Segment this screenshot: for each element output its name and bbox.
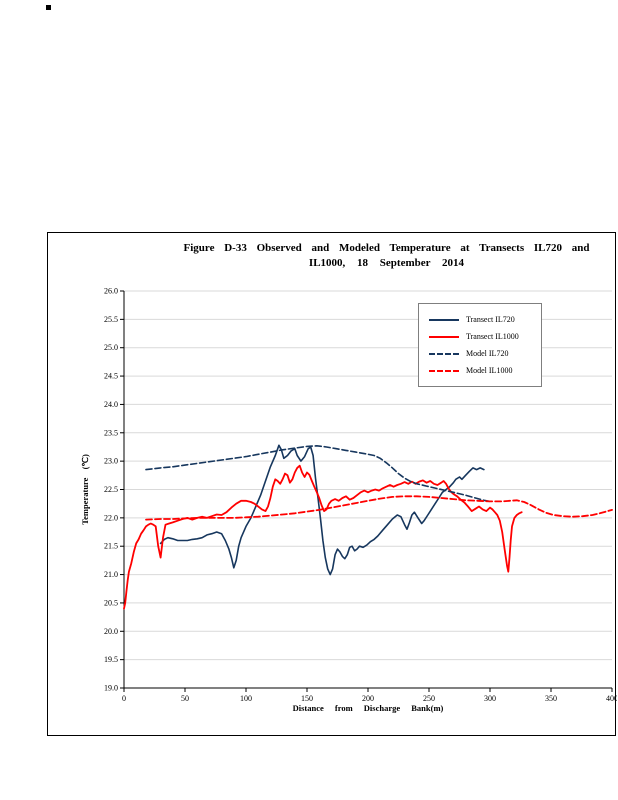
y-tick-label: 20.5 [104, 598, 118, 607]
chart-area: 19.0 19.5 20.0 20.5 21.0 21.5 22.0 22.5 23.0 23.5… [48, 233, 617, 737]
stray-mark [46, 5, 51, 10]
y-tick-label: 25.0 [104, 343, 118, 352]
legend-label: Model IL1000 [466, 366, 513, 375]
legend-item: Model IL720 [429, 345, 537, 362]
x-tick-label: 50 [181, 694, 189, 703]
y-tick-label: 23.0 [104, 457, 118, 466]
legend-label: Transect IL1000 [466, 332, 519, 341]
x-tick-label: 100 [240, 694, 252, 703]
y-axis-title-wrap: Temperature (℃) [76, 291, 94, 688]
legend-item: Model IL1000 [429, 362, 537, 379]
y-tick-label: 26.0 [104, 287, 118, 296]
legend-item: Transect IL1000 [429, 328, 537, 345]
figure-frame: Figure D-33 Observed and Modeled Tempera… [47, 232, 617, 737]
y-tick-label: 21.5 [104, 542, 118, 551]
y-tick-label: 25.5 [104, 315, 118, 324]
legend-line-sample [429, 369, 459, 372]
x-tick-label: 350 [545, 694, 557, 703]
y-tick-label: 23.5 [104, 428, 118, 437]
x-tick-label: 250 [423, 694, 435, 703]
x-tick-label: 200 [362, 694, 374, 703]
legend-item: Transect IL720 [429, 311, 537, 328]
legend-line-sample [429, 352, 459, 355]
x-tick-label: 300 [484, 694, 496, 703]
legend-label: Model IL720 [466, 349, 509, 358]
y-tick-label: 21.0 [104, 570, 118, 579]
x-tick-label: 150 [301, 694, 313, 703]
legend-line-sample [429, 335, 459, 338]
y-tick-label: 19.0 [104, 684, 118, 693]
y-tick-label: 20.0 [104, 627, 118, 636]
legend: Transect IL720 Transect IL1000 Model IL720… [418, 303, 542, 387]
series-line-solid [123, 464, 523, 610]
y-axis-title: Temperature (℃) [79, 454, 90, 525]
figure-title-line1: Figure D-33 Observed and Modeled Tempera… [183, 242, 590, 254]
series-line-solid [159, 444, 485, 576]
legend-line-sample [429, 318, 459, 321]
x-tick-label: 0 [122, 694, 126, 703]
figure-title-line2: IL1000, 18 September 2014 [308, 256, 465, 269]
series-line-dashed [145, 445, 491, 503]
y-tick-label: 24.0 [104, 400, 118, 409]
y-tick-label: 22.5 [104, 485, 118, 494]
y-tick-label: 24.5 [104, 372, 118, 381]
figure-title: Figure D-33 Observed and Modeled Tempera… [166, 241, 607, 271]
x-axis-title: Distance from Discharge Bank(m) [292, 703, 444, 713]
y-tick-label: 19.5 [104, 655, 118, 664]
chart-plot: 19.0 19.5 20.0 20.5 21.0 21.5 22.0 22.5 23.0 23.5… [104, 287, 617, 704]
x-tick-label: 400 [606, 694, 617, 703]
y-tick-label: 22.0 [104, 513, 118, 522]
legend-label: Transect IL720 [466, 315, 515, 324]
series-line-dashed [145, 495, 613, 521]
